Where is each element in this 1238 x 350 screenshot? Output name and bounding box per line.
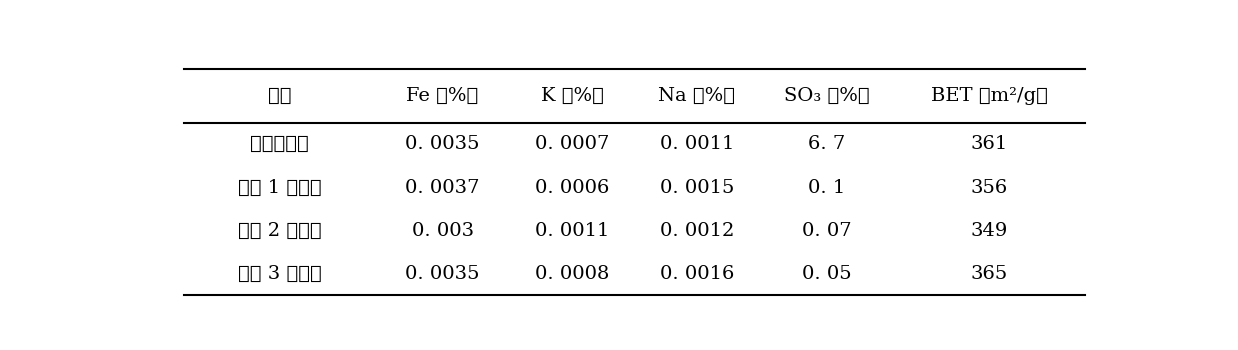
Text: Fe （%）: Fe （%） xyxy=(406,87,479,105)
Text: 样品: 样品 xyxy=(267,87,291,105)
Text: 实例 1 处理后: 实例 1 处理后 xyxy=(238,178,322,197)
Text: 0. 003: 0. 003 xyxy=(411,222,474,240)
Text: 356: 356 xyxy=(971,178,1008,197)
Text: K （%）: K （%） xyxy=(541,87,604,105)
Text: 349: 349 xyxy=(971,222,1008,240)
Text: 0. 0015: 0. 0015 xyxy=(660,178,734,197)
Text: 0. 0011: 0. 0011 xyxy=(660,135,734,153)
Text: 0. 0012: 0. 0012 xyxy=(660,222,734,240)
Text: 0. 0011: 0. 0011 xyxy=(535,222,609,240)
Text: 实例 2 处理后: 实例 2 处理后 xyxy=(238,222,322,240)
Text: 0. 0008: 0. 0008 xyxy=(535,265,609,283)
Text: SO₃ （%）: SO₃ （%） xyxy=(784,87,869,105)
Text: 0. 0035: 0. 0035 xyxy=(405,135,480,153)
Text: 0. 1: 0. 1 xyxy=(807,178,846,197)
Text: 0. 0006: 0. 0006 xyxy=(535,178,609,197)
Text: Na （%）: Na （%） xyxy=(659,87,735,105)
Text: 365: 365 xyxy=(971,265,1008,283)
Text: 0. 05: 0. 05 xyxy=(801,265,852,283)
Text: 二洗偏钛酸: 二洗偏钛酸 xyxy=(250,135,308,153)
Text: 0. 07: 0. 07 xyxy=(801,222,852,240)
Text: BET （m²/g）: BET （m²/g） xyxy=(931,87,1047,105)
Text: 361: 361 xyxy=(971,135,1008,153)
Text: 0. 0037: 0. 0037 xyxy=(405,178,480,197)
Text: 6. 7: 6. 7 xyxy=(807,135,846,153)
Text: 0. 0007: 0. 0007 xyxy=(535,135,609,153)
Text: 0. 0016: 0. 0016 xyxy=(660,265,734,283)
Text: 0. 0035: 0. 0035 xyxy=(405,265,480,283)
Text: 实例 3 处理后: 实例 3 处理后 xyxy=(238,265,322,283)
